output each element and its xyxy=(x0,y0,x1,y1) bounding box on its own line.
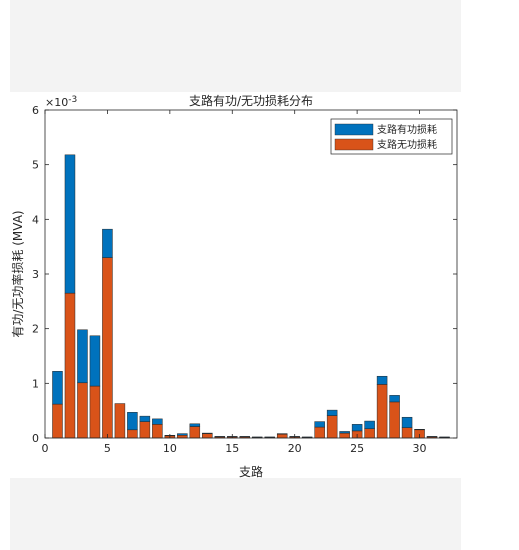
y-tick-label: 6 xyxy=(32,104,39,117)
bar-active-21 xyxy=(301,436,313,438)
legend-swatch-active xyxy=(334,123,374,136)
bar-reactive-29 xyxy=(401,427,413,439)
bar-reactive-4 xyxy=(89,385,101,439)
y-axis-label: 有功/无功率损耗 (MVA) xyxy=(10,210,25,337)
x-axis-label: 支路 xyxy=(239,464,263,478)
bar-reactive-6 xyxy=(114,403,126,439)
bar-active-4 xyxy=(89,335,101,387)
bar-reactive-22 xyxy=(314,426,325,439)
x-tick-label: 0 xyxy=(42,442,49,455)
axes-background xyxy=(45,110,457,438)
bar-active-28 xyxy=(389,395,400,403)
bar-active-31 xyxy=(426,436,438,438)
bar-active-14 xyxy=(214,436,226,438)
y-exponent-power: -3 xyxy=(68,95,77,105)
x-tick-label: 15 xyxy=(225,442,239,455)
bar-reactive-8 xyxy=(139,421,151,439)
bar-active-18 xyxy=(264,436,275,438)
bar-active-17 xyxy=(251,436,263,438)
bar-active-16 xyxy=(239,436,251,438)
bar-reactive-9 xyxy=(152,424,163,439)
bar-active-27 xyxy=(376,375,388,385)
bar-active-23 xyxy=(326,409,338,416)
chart-title: 支路有功/无功损耗分布 xyxy=(189,93,313,108)
bar-reactive-7 xyxy=(127,429,138,439)
bar-active-13 xyxy=(202,432,213,434)
x-axis-ticks: 0 5 10 15 20 25 30 xyxy=(42,110,427,455)
y-tick-label: 4 xyxy=(32,213,39,226)
bar-reactive-23 xyxy=(326,415,338,439)
bar-reactive-1 xyxy=(52,403,63,439)
bar-active-29 xyxy=(401,416,413,428)
bar-reactive-2 xyxy=(64,292,76,439)
x-tick-label: 25 xyxy=(350,442,364,455)
legend: 支路有功损耗 支路无功损耗 xyxy=(330,118,453,155)
y-tick-label: 2 xyxy=(32,323,39,336)
bar-reactive-11 xyxy=(177,435,188,439)
bar-active-22 xyxy=(314,421,325,428)
legend-swatch-reactive xyxy=(334,138,374,151)
x-tick-label: 10 xyxy=(163,442,177,455)
bar-active-19 xyxy=(276,433,288,435)
bar-active-12 xyxy=(189,423,201,427)
y-axis-ticks: 0 1 2 3 4 5 6 xyxy=(32,104,457,445)
y-exponent-base: ×10 xyxy=(45,96,68,109)
bar-active-7 xyxy=(127,412,138,431)
bar-reactive-5 xyxy=(102,257,113,439)
bar-active-8 xyxy=(139,415,151,422)
x-tick-label: 30 xyxy=(413,442,427,455)
bar-active-9 xyxy=(152,418,163,425)
y-tick-label: 1 xyxy=(32,377,39,390)
bar-active-26 xyxy=(364,420,375,429)
bar-active-30 xyxy=(414,429,425,431)
bar-active-11 xyxy=(177,433,188,436)
top-background-strip xyxy=(10,0,461,92)
y-tick-label: 3 xyxy=(32,268,39,281)
bar-reactive-12 xyxy=(189,426,201,439)
bar-active-24 xyxy=(339,431,350,434)
figure-window: 0 5 10 15 20 25 30 0 1 2 3 4 5 6 支路有功/无功损耗分布 支路 有功/无… xyxy=(0,92,519,479)
bar-reactive-27 xyxy=(376,384,388,439)
y-tick-label: 0 xyxy=(32,432,39,445)
x-tick-label: 5 xyxy=(104,442,111,455)
y-exponent-label: ×10-3 xyxy=(45,95,77,109)
bar-active-3 xyxy=(77,329,88,384)
bottom-background-strip xyxy=(10,478,461,550)
bar-reactive-19 xyxy=(276,433,288,439)
loss-distribution-chart: 0 5 10 15 20 25 30 0 1 2 3 4 5 6 支路有功/无功损耗分布 支路 有功/无… xyxy=(10,93,458,479)
x-tick-label: 20 xyxy=(288,442,302,455)
bar-active-2 xyxy=(64,154,76,294)
y-tick-label: 5 xyxy=(32,159,39,172)
bar-reactive-26 xyxy=(364,428,375,439)
bars-group xyxy=(52,154,450,439)
legend-label-active: 支路有功损耗 xyxy=(377,123,437,136)
bar-active-32 xyxy=(439,436,450,438)
bar-reactive-3 xyxy=(77,382,88,439)
bar-reactive-13 xyxy=(202,433,213,439)
bar-reactive-24 xyxy=(339,432,350,439)
legend-label-reactive: 支路无功损耗 xyxy=(377,138,437,151)
bar-active-5 xyxy=(102,228,113,258)
bar-reactive-28 xyxy=(389,401,400,439)
bar-active-1 xyxy=(52,371,63,405)
bar-active-25 xyxy=(351,424,363,432)
